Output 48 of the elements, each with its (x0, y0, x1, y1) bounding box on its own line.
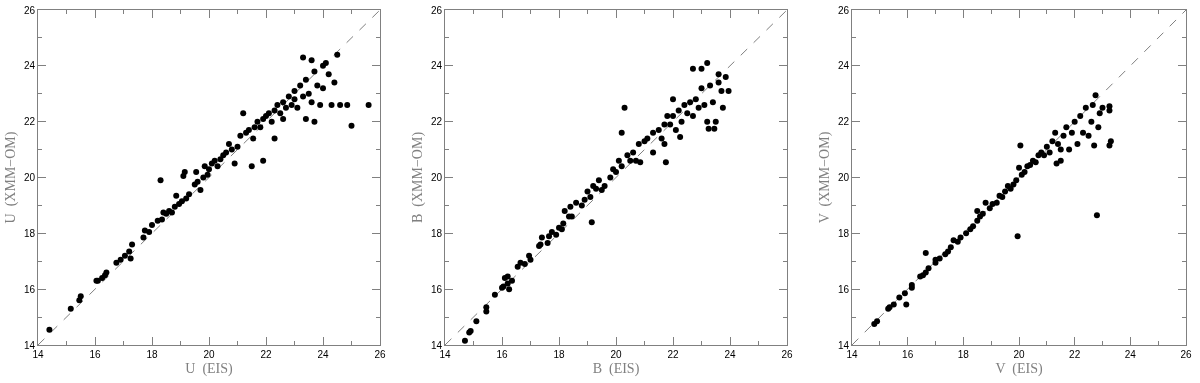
y-tick-label: 14 (837, 339, 850, 351)
y-tick-label: 20 (837, 172, 850, 183)
y-axis-title: V (XMM−OM) (817, 131, 834, 224)
y-axis-title: B (XMM−OM) (410, 131, 427, 224)
x-tick-label: 14 (439, 349, 451, 360)
y-tick-label: 16 (430, 283, 443, 295)
x-tick-label: 14 (32, 349, 44, 360)
x-tick-label: 22 (1069, 349, 1081, 360)
x-tick-label: 16 (496, 349, 508, 360)
y-axis-title: U (XMM−OM) (3, 131, 20, 224)
x-axis-title: U (EIS) (185, 361, 234, 378)
y-tick-label: 26 (430, 4, 443, 16)
x-tick-label: 16 (902, 349, 914, 360)
y-tick-label: 16 (23, 283, 36, 295)
y-tick-label: 20 (23, 172, 36, 183)
y-tick-label: 26 (837, 4, 850, 16)
x-tick-label: 20 (203, 349, 215, 360)
x-tick-label: 18 (146, 349, 158, 360)
y-tick-label: 22 (837, 116, 850, 128)
y-tick-label: 18 (837, 227, 850, 239)
x-tick-label: 24 (1124, 349, 1137, 360)
x-tick-label: 14 (846, 349, 858, 360)
y-tick-label: 22 (23, 116, 36, 128)
x-tick-label: 26 (781, 349, 793, 360)
x-tick-label: 16 (89, 349, 101, 360)
y-tick-label: 26 (23, 4, 36, 16)
x-axis-title: B (EIS) (592, 361, 640, 378)
y-tick-label: 22 (430, 116, 443, 128)
x-tick-label: 18 (957, 349, 970, 360)
y-tick-label: 24 (430, 60, 443, 72)
x-tick-label: 24 (724, 349, 736, 360)
x-tick-label: 20 (1013, 349, 1025, 360)
x-tick-label: 22 (260, 349, 272, 360)
y-tick-label: 18 (430, 227, 443, 239)
y-tick-label: 24 (23, 60, 36, 72)
x-axis-title: V (EIS) (995, 361, 1043, 378)
y-tick-label: 20 (430, 172, 443, 183)
x-tick-label: 26 (1180, 349, 1192, 360)
x-tick-label: 22 (667, 349, 679, 360)
y-tick-label: 24 (837, 60, 850, 72)
x-tick-label: 18 (553, 349, 565, 360)
x-tick-label: 26 (374, 349, 386, 360)
y-tick-label: 16 (837, 283, 850, 295)
x-tick-label: 20 (610, 349, 622, 360)
x-tick-label: 24 (317, 349, 329, 360)
y-tick-label: 14 (430, 339, 443, 351)
y-tick-label: 14 (23, 339, 36, 351)
y-tick-label: 18 (23, 227, 36, 239)
